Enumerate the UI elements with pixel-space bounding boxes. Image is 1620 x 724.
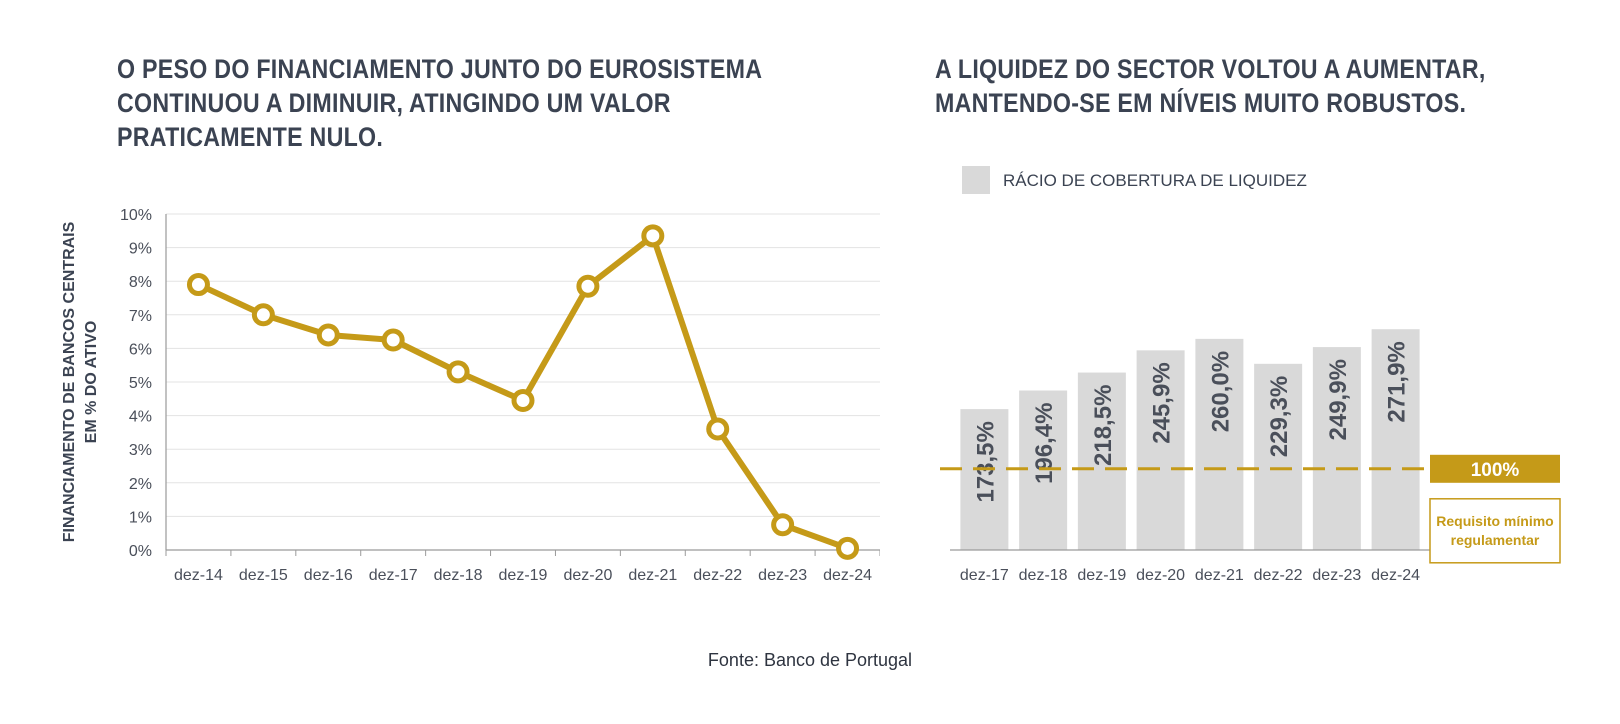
legend-label: RÁCIO DE COBERTURA DE LIQUIDEZ (1003, 171, 1307, 190)
x-tick-label: dez-23 (758, 567, 807, 584)
requirement-note-line: regulamentar (1451, 532, 1540, 548)
bar (1136, 350, 1185, 550)
y-tick-label: 0% (129, 543, 152, 560)
x-tick-label: dez-14 (174, 567, 223, 584)
data-point (381, 328, 405, 352)
data-point (706, 417, 730, 441)
y-tick-label: 7% (129, 308, 152, 325)
y-axis-label: FINANCIAMENTO DE BANCOS CENTRAIS EM % DO … (61, 221, 100, 542)
bar-value-label: 271,9% (1384, 341, 1411, 422)
reference-box (1430, 454, 1560, 483)
bar-value-label: 245,9% (1149, 362, 1176, 443)
x-tick-label: dez-15 (239, 567, 288, 584)
bar-value-label: 229,3% (1266, 376, 1293, 457)
y-axis-label-line: EM % DO ATIVO (83, 321, 100, 444)
bar (1312, 347, 1361, 550)
line-chart: 0% 1% 2% 3% 4% 5% 6% 7% 8% 9% 10% dez-14 dez-15 dez-1… (61, 207, 880, 584)
left-chart-title: O PESO DO FINANCIAMENTO JUNTO DO EUROSIS… (117, 54, 763, 152)
data-point (511, 388, 535, 412)
y-tick-label: 6% (129, 341, 152, 358)
x-tick-label: dez-20 (1136, 567, 1185, 584)
right-chart-title: A LIQUIDEZ DO SECTOR VOLTOU A AUMENTAR, … (935, 54, 1486, 118)
bar-value-label: 173,5% (972, 421, 999, 502)
y-tick-label: 4% (129, 409, 152, 426)
y-tick-label: 9% (129, 241, 152, 258)
requirement-note-line: Requisito mínimo (1436, 513, 1553, 529)
x-tick-label: dez-22 (1254, 567, 1303, 584)
data-point (186, 273, 210, 297)
bar (1371, 329, 1420, 550)
x-tick-label: dez-24 (823, 567, 872, 584)
y-tick-label: 5% (129, 375, 152, 392)
x-tick-label: dez-21 (1195, 567, 1244, 584)
y-tick-label: 1% (129, 509, 152, 526)
data-point (641, 224, 665, 248)
y-axis-label-line: FINANCIAMENTO DE BANCOS CENTRAIS (61, 221, 78, 542)
data-point (316, 323, 340, 347)
x-tick-label: dez-18 (1019, 567, 1068, 584)
data-point (836, 536, 860, 560)
y-tick-label: 2% (129, 476, 152, 493)
source-note: Fonte: Banco de Portugal (707, 650, 913, 670)
x-tick-label: dez-22 (693, 567, 742, 584)
x-tick-label: dez-17 (960, 567, 1009, 584)
bar (960, 409, 1009, 550)
bar (1195, 338, 1244, 550)
bar-value-label: 260,0% (1207, 351, 1234, 432)
y-tick-label: 8% (129, 274, 152, 291)
x-tick-label: dez-19 (499, 567, 548, 584)
y-tick-label: 10% (120, 207, 152, 224)
data-point (251, 303, 275, 327)
x-tick-label: dez-16 (304, 567, 353, 584)
x-tick-label: dez-18 (434, 567, 483, 584)
bar-value-label: 196,4% (1031, 403, 1058, 484)
bar-chart: RÁCIO DE COBERTURA DE LIQUIDEZ 173,5% dez-… (940, 166, 1561, 584)
x-tick-label: dez-21 (628, 567, 677, 584)
x-tick-label: dez-23 (1312, 567, 1361, 584)
bar-value-label: 249,9% (1325, 359, 1352, 440)
requirement-note: Requisito mínimo regulamentar (1436, 513, 1553, 548)
x-tick-label: dez-20 (563, 567, 612, 584)
requirement-box (1429, 498, 1561, 564)
data-point (446, 360, 470, 384)
reference-value-label: 100% (1471, 460, 1520, 481)
bar-value-label: 218,5% (1090, 385, 1117, 466)
bar (1254, 363, 1303, 550)
data-point (771, 513, 795, 537)
legend-swatch (962, 166, 990, 194)
x-tick-label: dez-24 (1371, 567, 1420, 584)
bar (1077, 372, 1126, 550)
x-tick-label: dez-17 (369, 567, 418, 584)
data-point (576, 274, 600, 298)
x-tick-label: dez-19 (1077, 567, 1126, 584)
y-tick-label: 3% (129, 442, 152, 459)
